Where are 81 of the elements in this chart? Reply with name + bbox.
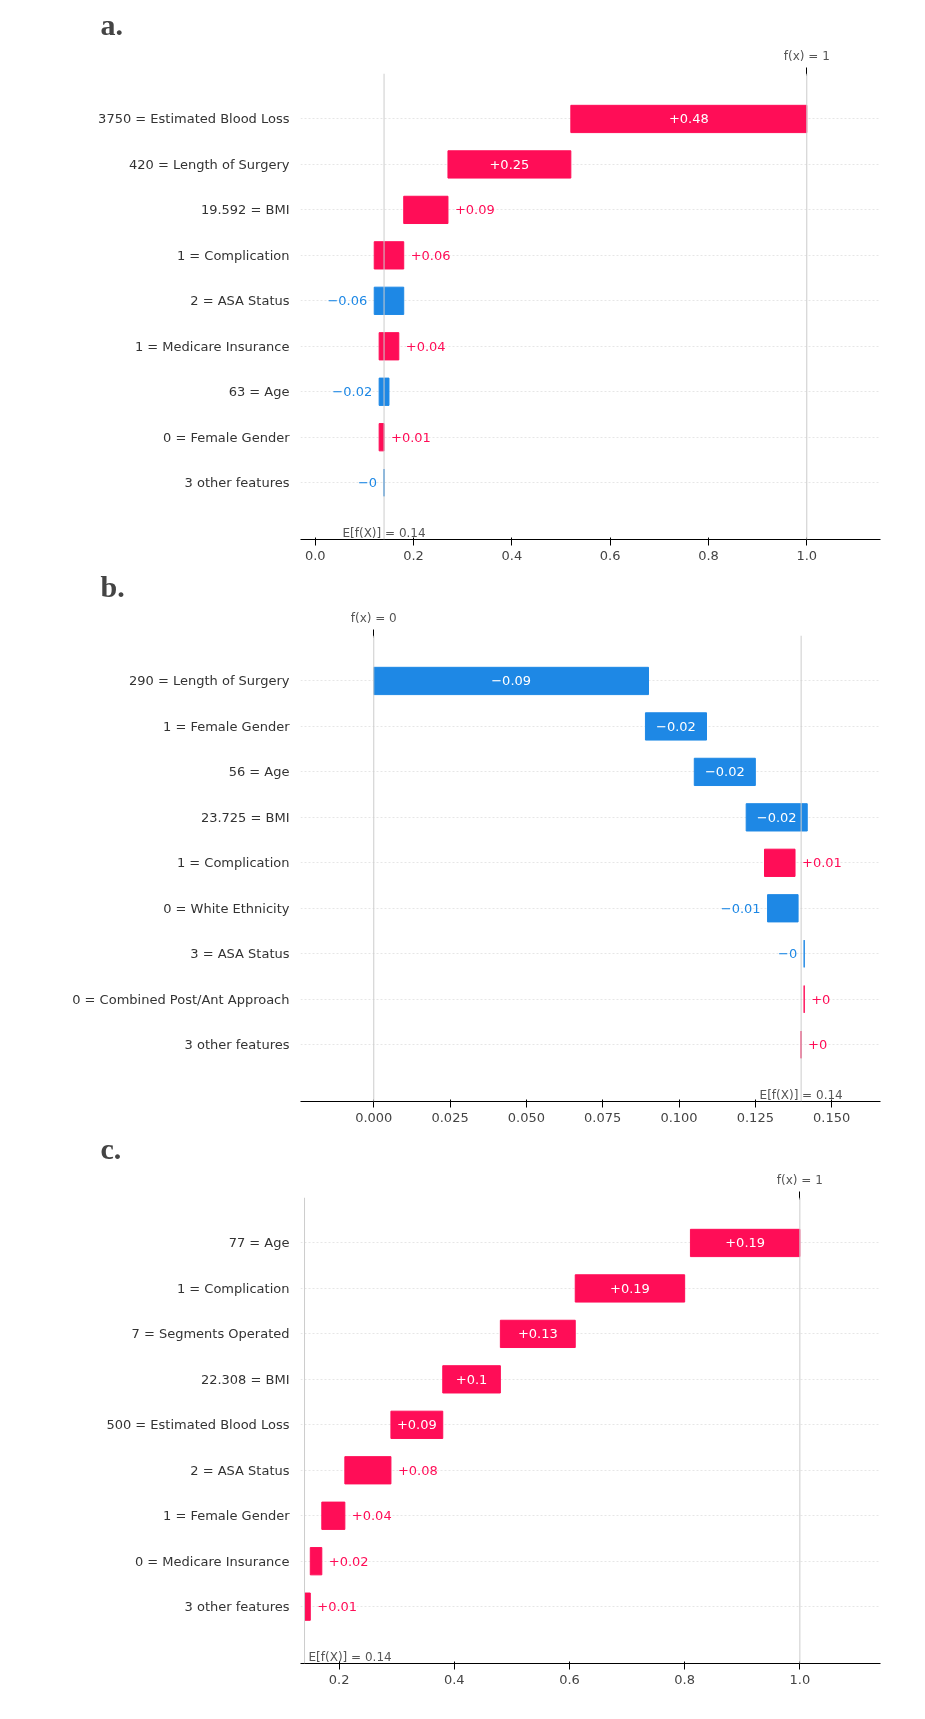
data-label: +0.01: [801, 855, 842, 871]
x-tick-label: 0.150: [813, 1109, 851, 1125]
y-tick-label: 19.592 = BMI: [200, 202, 290, 218]
data-label: +0.19: [610, 1280, 650, 1296]
data-label: +0.09: [454, 202, 495, 218]
x-tick-label: 0.2: [328, 1671, 350, 1687]
x-tick-label: 0.6: [559, 1671, 580, 1687]
data-label: +0.01: [317, 1599, 358, 1615]
y-tick-label: 63 = Age: [228, 384, 290, 400]
data-label: +0.09: [396, 1417, 437, 1433]
x-tick-label: 1.0: [796, 547, 818, 563]
data-label: −0.09: [491, 673, 532, 689]
data-label: +0.02: [328, 1553, 369, 1569]
y-tick-label: 22.308 = BMI: [200, 1371, 290, 1387]
data-label: −0: [357, 475, 378, 491]
data-label: +0: [811, 991, 831, 1007]
y-tick-label: 2 = ASA Status: [190, 293, 290, 309]
y-tick-label: 1 = Complication: [176, 855, 290, 871]
y-tick-label: 2 = ASA Status: [190, 1462, 290, 1478]
data-label: +0.04: [351, 1508, 392, 1524]
data-label: −0.02: [332, 384, 373, 400]
y-tick-label: 3 other features: [184, 475, 290, 491]
y-tick-label: 0 = Combined Post/Ant Approach: [72, 991, 290, 1007]
data-label: +0.06: [410, 247, 451, 263]
x-tick-label: 0.000: [355, 1109, 393, 1125]
y-tick-label: 1 = Medicare Insurance: [134, 338, 290, 354]
y-tick-label: 290 = Length of Surgery: [129, 673, 290, 689]
y-tick-label: 1 = Complication: [176, 1280, 290, 1296]
ref-line-label: f(x) = 1: [783, 48, 830, 63]
data-label: −0.06: [327, 293, 368, 309]
data-label: −0: [778, 946, 798, 962]
x-tick-label: 0.8: [698, 547, 719, 563]
x-tick-label: 0.6: [599, 547, 621, 563]
x-tick-label: 0.025: [431, 1109, 469, 1125]
y-tick-label: 0 = Female Gender: [163, 429, 291, 445]
data-label: −0.02: [704, 764, 745, 780]
ref-line-label: f(x) = 1: [776, 1172, 823, 1187]
x-tick-label: 0.100: [660, 1109, 698, 1125]
y-tick-label: 0 = Medicare Insurance: [134, 1553, 290, 1569]
data-label: +0.19: [725, 1235, 766, 1251]
data-label: +0.04: [405, 338, 446, 354]
ref-line-label: E[f(X)] = 0.14: [759, 1087, 843, 1102]
y-tick-label: 7 = Segments Operated: [131, 1326, 290, 1342]
y-tick-label: 1 = Female Gender: [163, 718, 291, 734]
data-label: +0.08: [397, 1462, 438, 1478]
y-tick-label: 1 = Female Gender: [163, 1508, 291, 1524]
x-tick-label: 1.0: [789, 1671, 811, 1687]
data-label: −0.02: [756, 809, 797, 825]
x-tick-label: 0.075: [584, 1109, 622, 1125]
ref-line-label: f(x) = 0: [350, 610, 397, 625]
x-tick-label: 0.125: [736, 1109, 774, 1125]
chart-title: a.: [100, 7, 123, 41]
y-tick-label: 500 = Estimated Blood Loss: [106, 1417, 290, 1433]
y-tick-label: 77 = Age: [228, 1235, 290, 1251]
x-tick-label: 0.8: [674, 1671, 696, 1687]
data-label: −0.02: [656, 718, 696, 734]
y-tick-label: 3 other features: [184, 1037, 290, 1053]
x-tick-label: 0.4: [443, 1671, 465, 1687]
x-tick-label: 0.4: [501, 547, 523, 563]
y-tick-label: 3 other features: [184, 1599, 290, 1615]
x-tick-label: 0.050: [507, 1109, 546, 1125]
data-label: +0.13: [517, 1326, 558, 1342]
chart-title: b.: [100, 569, 125, 603]
y-tick-label: 3750 = Estimated Blood Loss: [98, 111, 290, 127]
x-tick-label: 0.2: [403, 547, 424, 563]
data-label: +0: [808, 1037, 828, 1053]
y-tick-label: 420 = Length of Surgery: [129, 156, 290, 172]
y-tick-label: 56 = Age: [228, 764, 290, 780]
y-tick-label: 23.725 = BMI: [200, 809, 290, 825]
ref-line-label: E[f(X)] = 0.14: [308, 1649, 392, 1664]
data-label: +0.1: [455, 1371, 488, 1387]
y-tick-label: 0 = White Ethnicity: [163, 900, 290, 916]
data-label: +0.25: [489, 156, 530, 172]
data-label: +0.48: [668, 111, 709, 127]
y-tick-label: 3 = ASA Status: [190, 946, 290, 962]
ref-line-label: E[f(X)] = 0.14: [342, 525, 426, 540]
data-label: +0.01: [391, 429, 431, 445]
chart-title: c.: [100, 1131, 122, 1165]
x-tick-label: 0.0: [304, 547, 326, 563]
y-tick-label: 1 = Complication: [176, 247, 290, 263]
data-label: −0.01: [720, 900, 761, 916]
